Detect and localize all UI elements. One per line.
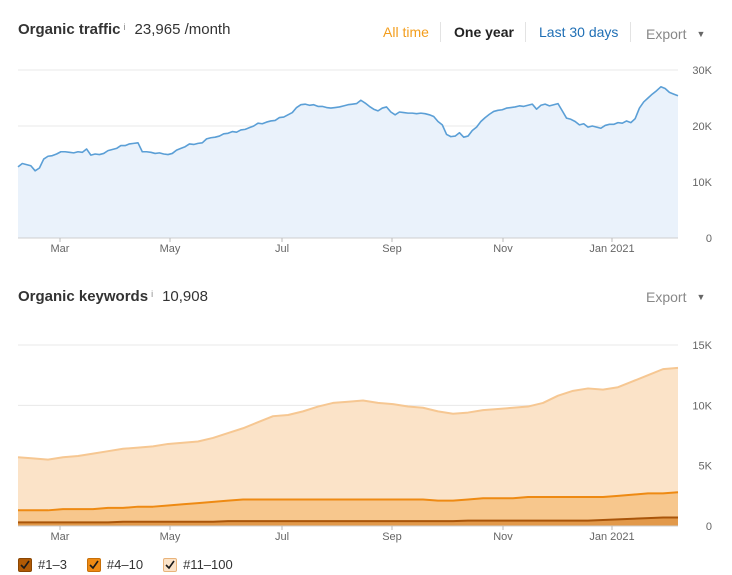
x-tick-label: May xyxy=(160,243,181,255)
x-tick-label: May xyxy=(160,531,181,543)
range-divider xyxy=(525,22,526,42)
range-all-time[interactable]: All time xyxy=(383,24,429,40)
x-tick-label: Nov xyxy=(493,243,513,255)
traffic-header: Organic traffic i 23,965 /month xyxy=(18,21,230,38)
keywords-value: 10,908 xyxy=(162,288,208,305)
y-tick-label: 30K xyxy=(692,65,712,77)
y-tick-label: 10K xyxy=(692,400,712,412)
series-area xyxy=(18,367,678,526)
legend-item-4-10[interactable]: #4–10 xyxy=(86,557,144,572)
legend-item-11-100[interactable]: #11–100 xyxy=(163,557,233,572)
range-one-year[interactable]: One year xyxy=(454,24,514,40)
series-area xyxy=(18,86,678,238)
chevron-down-icon: ▼ xyxy=(696,29,706,39)
checkbox-checked-icon[interactable] xyxy=(18,557,32,572)
checkbox-checked-icon[interactable] xyxy=(86,557,101,572)
y-tick-label: 20K xyxy=(692,121,712,133)
keywords-legend: #1–3 #4–10 #11–100 xyxy=(18,557,253,572)
chevron-down-icon: ▼ xyxy=(696,292,706,302)
range-divider xyxy=(630,22,631,42)
x-tick-label: Jul xyxy=(275,531,289,543)
x-tick-label: Sep xyxy=(382,531,402,543)
series-line xyxy=(17,366,679,461)
keywords-title: Organic keywords xyxy=(18,288,149,305)
legend-label: #4–10 xyxy=(106,557,144,572)
x-tick-label: Jan 2021 xyxy=(589,243,634,255)
series-line xyxy=(18,516,678,524)
traffic-export-label: Export xyxy=(646,26,687,42)
keywords-header: Organic keywords i 10,908 xyxy=(18,288,208,305)
series-line xyxy=(18,491,679,512)
traffic-value: 23,965 /month xyxy=(134,21,231,38)
y-tick-label: 0 xyxy=(706,233,712,245)
y-tick-label: 10K xyxy=(692,177,712,189)
y-tick-label: 0 xyxy=(706,521,712,533)
range-last-30-days[interactable]: Last 30 days xyxy=(539,24,619,40)
x-tick-label: Mar xyxy=(51,531,70,543)
y-tick-label: 5K xyxy=(699,461,713,473)
legend-label: #11–100 xyxy=(183,557,233,572)
series-area xyxy=(18,492,678,526)
keywords-export-button[interactable]: Export ▼ xyxy=(646,289,705,305)
x-tick-label: Mar xyxy=(51,243,70,255)
traffic-info-icon[interactable]: i xyxy=(123,22,126,32)
x-tick-label: Sep xyxy=(382,243,402,255)
range-divider xyxy=(440,22,441,42)
x-tick-label: Jan 2021 xyxy=(589,531,634,543)
traffic-chart: 30K 20K 10K 0 Mar May Jul Sep Nov Jan 2021 xyxy=(17,65,713,255)
y-tick-label: 15K xyxy=(692,340,712,352)
checkbox-checked-icon[interactable] xyxy=(163,557,178,572)
keywords-export-label: Export xyxy=(646,289,687,305)
x-tick-label: Jul xyxy=(275,243,289,255)
series-line xyxy=(17,86,679,172)
keywords-chart: 15K 10K 5K 0 Mar May Jul Sep Nov Jan 2021 xyxy=(17,340,713,543)
legend-label: #1–3 xyxy=(38,557,67,572)
x-tick-label: Nov xyxy=(493,531,513,543)
traffic-title: Organic traffic xyxy=(18,21,121,38)
traffic-export-button[interactable]: Export ▼ xyxy=(646,26,705,42)
keywords-info-icon[interactable]: i xyxy=(151,289,154,299)
legend-item-1-3[interactable]: #1–3 xyxy=(18,557,67,572)
